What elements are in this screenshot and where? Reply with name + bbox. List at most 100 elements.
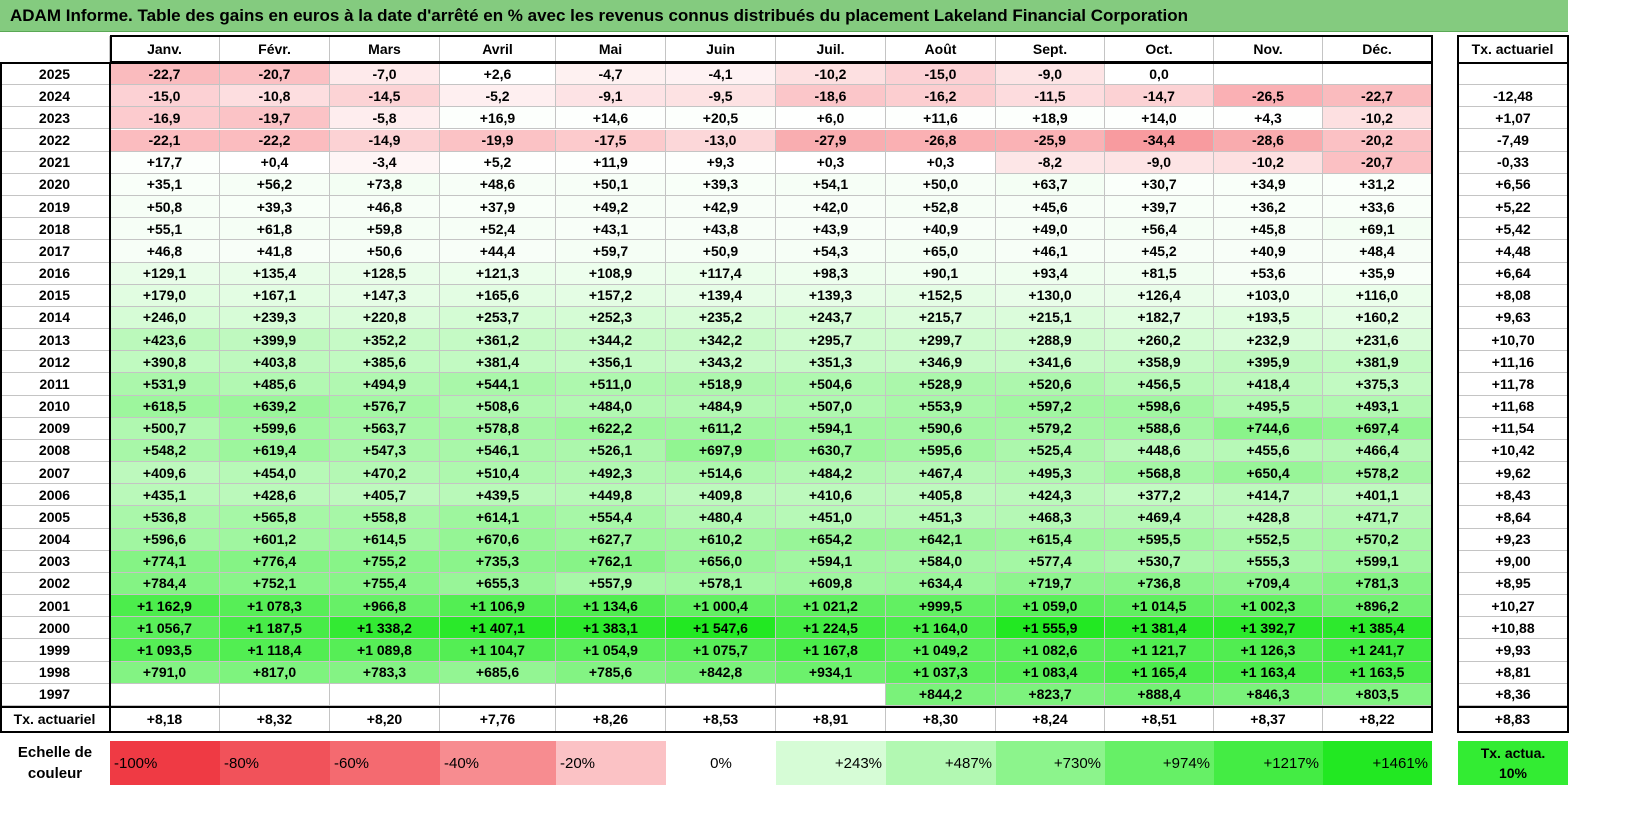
rate-cell: +9,63 bbox=[1458, 306, 1568, 330]
year-cell: 2024 bbox=[0, 85, 110, 108]
gain-cell: 0,0 bbox=[1105, 63, 1214, 86]
month-header: Juin bbox=[666, 36, 776, 63]
gain-cell bbox=[220, 683, 330, 706]
gain-cell: +1 049,2 bbox=[886, 639, 996, 662]
summary-cell: +8,30 bbox=[886, 706, 996, 732]
summary-rate: +8,83 bbox=[1458, 706, 1568, 732]
year-cell: 2015 bbox=[0, 284, 110, 307]
gain-cell: -9,1 bbox=[556, 85, 666, 108]
gain-cell: -11,5 bbox=[996, 85, 1105, 108]
rate-cell: +8,43 bbox=[1458, 484, 1568, 507]
month-header: Sept. bbox=[996, 36, 1105, 63]
gain-cell: +381,9 bbox=[1323, 351, 1432, 374]
gain-cell: +424,3 bbox=[996, 484, 1105, 507]
gain-cell: +634,4 bbox=[886, 572, 996, 596]
corner bbox=[0, 36, 110, 63]
gain-cell: -10,2 bbox=[1323, 107, 1432, 130]
gain-cell: +803,5 bbox=[1323, 683, 1432, 706]
gain-cell: +454,0 bbox=[220, 462, 330, 485]
year-cell: 2014 bbox=[0, 306, 110, 330]
gain-cell: +755,2 bbox=[330, 550, 440, 573]
month-header: Janv. bbox=[110, 36, 220, 63]
rate-cell: +10,27 bbox=[1458, 595, 1568, 618]
rate-cell: +8,08 bbox=[1458, 284, 1568, 307]
gain-cell: +609,8 bbox=[776, 572, 886, 596]
gain-cell: +128,5 bbox=[330, 262, 440, 285]
gain-cell: +35,9 bbox=[1323, 262, 1432, 285]
gain-cell: +399,9 bbox=[220, 329, 330, 352]
gain-cell: +1 093,5 bbox=[110, 639, 220, 662]
gain-cell: +670,6 bbox=[440, 528, 556, 551]
gain-cell: +1 126,3 bbox=[1214, 639, 1323, 662]
gain-cell: +405,7 bbox=[330, 484, 440, 507]
gain-cell: +1 037,3 bbox=[886, 661, 996, 684]
gain-cell: +456,5 bbox=[1105, 373, 1214, 396]
gain-cell: +165,6 bbox=[440, 284, 556, 307]
gain-cell: +774,1 bbox=[110, 550, 220, 573]
gain-cell: +93,4 bbox=[996, 262, 1105, 285]
gain-cell: +160,2 bbox=[1323, 306, 1432, 330]
gain-cell: -10,2 bbox=[1214, 151, 1323, 174]
rate-cell: +6,56 bbox=[1458, 173, 1568, 196]
legend-swatch: 0% bbox=[666, 741, 776, 785]
gain-cell: +697,4 bbox=[1323, 417, 1432, 440]
rate-cell: +8,95 bbox=[1458, 572, 1568, 596]
gain-cell: +1 163,5 bbox=[1323, 661, 1432, 684]
gain-cell: +14,0 bbox=[1105, 107, 1214, 130]
rate-cell: +9,93 bbox=[1458, 639, 1568, 662]
gain-cell: +193,5 bbox=[1214, 306, 1323, 330]
year-cell: 1998 bbox=[0, 661, 110, 684]
gain-cell: +33,6 bbox=[1323, 196, 1432, 219]
title-bar: ADAM Informe. Table des gains en euros à… bbox=[0, 0, 1568, 32]
gain-cell: +615,4 bbox=[996, 528, 1105, 551]
gain-cell: +736,8 bbox=[1105, 572, 1214, 596]
month-header: Août bbox=[886, 36, 996, 63]
gain-cell: +650,4 bbox=[1214, 462, 1323, 485]
legend-swatch: -100% bbox=[110, 741, 220, 785]
gain-cell: +50,0 bbox=[886, 173, 996, 196]
gain-cell: +351,3 bbox=[776, 351, 886, 374]
gain-cell: +246,0 bbox=[110, 306, 220, 330]
gain-cell: +39,7 bbox=[1105, 196, 1214, 219]
rate-cell: +1,07 bbox=[1458, 107, 1568, 130]
gain-cell: +69,1 bbox=[1323, 218, 1432, 241]
gain-cell: +846,3 bbox=[1214, 683, 1323, 706]
gain-cell: +405,8 bbox=[886, 484, 996, 507]
summary-cell: +8,22 bbox=[1323, 706, 1432, 732]
gain-cell: +48,6 bbox=[440, 173, 556, 196]
rate-cell: +10,42 bbox=[1458, 439, 1568, 463]
gain-cell: +215,7 bbox=[886, 306, 996, 330]
gain-cell: +471,7 bbox=[1323, 506, 1432, 529]
gain-cell bbox=[666, 683, 776, 706]
month-header: Avril bbox=[440, 36, 556, 63]
rate-cell: +4,48 bbox=[1458, 240, 1568, 263]
rate-cell bbox=[1458, 63, 1568, 86]
year-cell: 2025 bbox=[0, 63, 110, 86]
gain-cell: +252,3 bbox=[556, 306, 666, 330]
gain-cell: -9,0 bbox=[996, 63, 1105, 86]
gain-cell: -4,7 bbox=[556, 63, 666, 86]
legend-rate: Tx. actua. 10% bbox=[1458, 741, 1568, 785]
gain-cell: +260,2 bbox=[1105, 329, 1214, 352]
gain-cell: +11,6 bbox=[886, 107, 996, 130]
gain-cell: -5,8 bbox=[330, 107, 440, 130]
year-cell: 2013 bbox=[0, 329, 110, 352]
gain-cell: +1 059,0 bbox=[996, 595, 1105, 618]
gain-cell: +514,6 bbox=[666, 462, 776, 485]
gain-cell: +1 241,7 bbox=[1323, 639, 1432, 662]
rate-cell: +11,16 bbox=[1458, 351, 1568, 374]
gain-cell: +614,1 bbox=[440, 506, 556, 529]
gain-cell: +59,7 bbox=[556, 240, 666, 263]
gain-cell: +548,2 bbox=[110, 439, 220, 463]
gain-cell: +103,0 bbox=[1214, 284, 1323, 307]
gain-cell: +45,6 bbox=[996, 196, 1105, 219]
gain-cell: +147,3 bbox=[330, 284, 440, 307]
gain-cell: +525,4 bbox=[996, 439, 1105, 463]
rate-cell: +8,81 bbox=[1458, 661, 1568, 684]
gain-cell: +54,3 bbox=[776, 240, 886, 263]
gain-cell: +179,0 bbox=[110, 284, 220, 307]
year-cell: 2009 bbox=[0, 417, 110, 440]
gain-cell: +231,6 bbox=[1323, 329, 1432, 352]
gain-cell: +484,2 bbox=[776, 462, 886, 485]
gain-cell: +467,4 bbox=[886, 462, 996, 485]
